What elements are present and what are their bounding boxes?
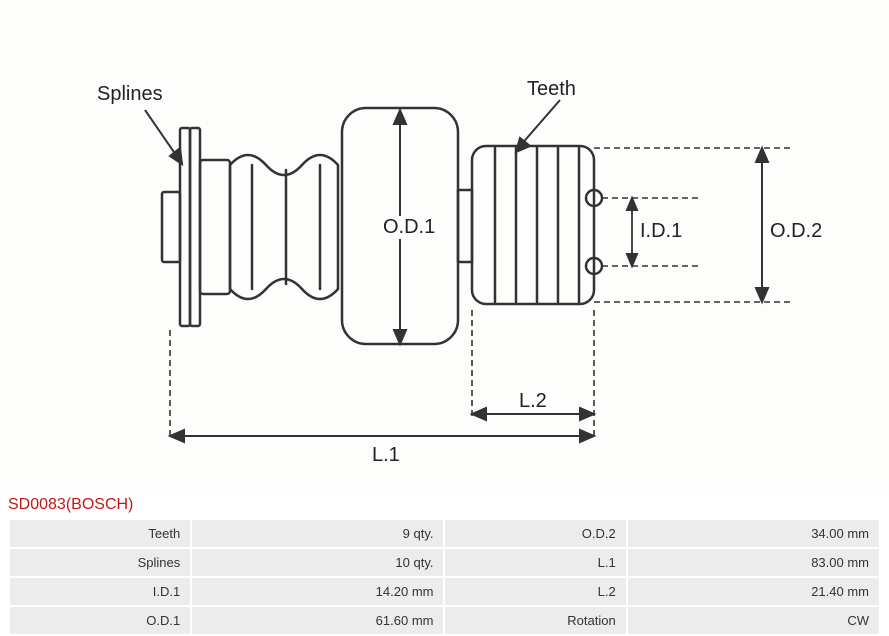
table-row: O.D.1 61.60 mm Rotation CW [10, 607, 879, 634]
spec-label: Rotation [445, 607, 625, 634]
spec-value: 14.20 mm [192, 578, 443, 605]
label-teeth: Teeth [527, 78, 576, 101]
label-l2: L.2 [519, 390, 547, 413]
table-row: Splines 10 qty. L.1 83.00 mm [10, 549, 879, 576]
label-od1: O.D.1 [381, 216, 437, 239]
spec-table-body: Teeth 9 qty. O.D.2 34.00 mm Splines 10 q… [10, 520, 879, 634]
spec-value: CW [628, 607, 879, 634]
spec-label: Teeth [10, 520, 190, 547]
technical-diagram: Splines Teeth O.D.1 O.D.2 I.D.1 L.1 L.2 [0, 0, 889, 490]
spec-label: L.1 [445, 549, 625, 576]
spec-label: O.D.1 [10, 607, 190, 634]
label-l1: L.1 [372, 444, 400, 467]
spec-value: 61.60 mm [192, 607, 443, 634]
table-row: Teeth 9 qty. O.D.2 34.00 mm [10, 520, 879, 547]
label-id1: I.D.1 [640, 220, 682, 243]
spec-value: 83.00 mm [628, 549, 879, 576]
spec-label: O.D.2 [445, 520, 625, 547]
spec-value: 10 qty. [192, 549, 443, 576]
part-title: SD0083(BOSCH) [0, 490, 889, 518]
spec-label: L.2 [445, 578, 625, 605]
spec-table: Teeth 9 qty. O.D.2 34.00 mm Splines 10 q… [8, 518, 881, 636]
spec-label: Splines [10, 549, 190, 576]
spec-value: 34.00 mm [628, 520, 879, 547]
spec-value: 21.40 mm [628, 578, 879, 605]
label-od2: O.D.2 [770, 220, 822, 243]
spec-label: I.D.1 [10, 578, 190, 605]
drawing-svg [0, 0, 889, 490]
spec-value: 9 qty. [192, 520, 443, 547]
label-splines: Splines [97, 83, 163, 106]
table-row: I.D.1 14.20 mm L.2 21.40 mm [10, 578, 879, 605]
